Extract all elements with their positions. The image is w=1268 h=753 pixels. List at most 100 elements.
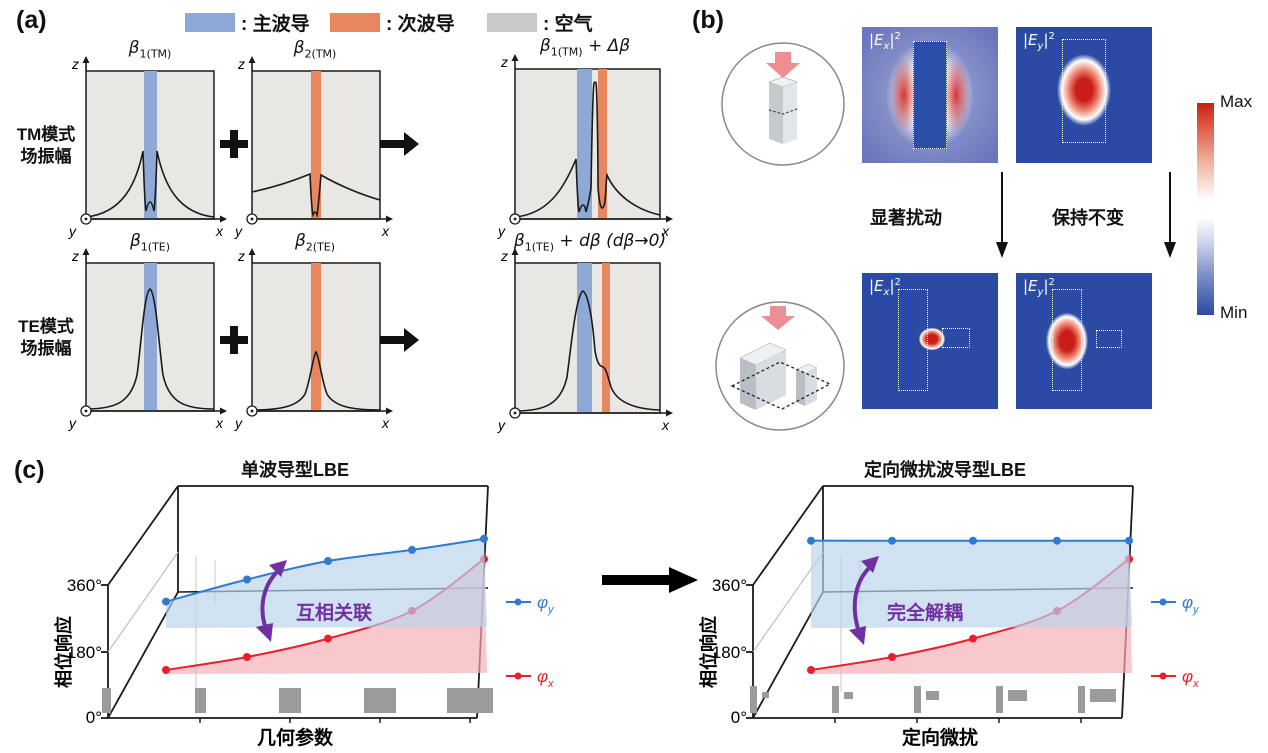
phi-y-series [162, 534, 488, 628]
data-point [807, 666, 815, 674]
field-label: |Ex|2 [869, 31, 901, 52]
legend-item-air: : 空气 [487, 9, 593, 36]
phi-x-label: φ [537, 667, 548, 686]
svg-text:z: z [71, 248, 79, 264]
phi-x-marker-icon [1159, 672, 1167, 680]
mode-plot-tm-secondary: z x y [234, 56, 393, 239]
legend-label: : 空气 [543, 14, 593, 35]
waveguide-3d-left [769, 82, 783, 144]
data-point [408, 545, 416, 554]
cut-plane-dashed-outline [730, 361, 832, 410]
ytick-180: 180° [67, 643, 102, 662]
y-axis-title: 相位响应 [53, 616, 74, 688]
secondary-waveguide-outline [942, 328, 970, 348]
z-axis-arrow-icon [248, 248, 256, 255]
secondary-waveguide-bar [311, 71, 321, 219]
svg-text:y: y [1192, 604, 1200, 616]
flow-label-perturbed: 显著扰动 [870, 208, 942, 228]
data-point [807, 536, 815, 545]
plot-title-beta2tm: β2(TM) [293, 38, 337, 61]
secondary-waveguide-bar [602, 263, 610, 413]
field-label: |Ex|2 [869, 277, 901, 298]
row-label-te-mode: TE模式 场振幅 [18, 317, 74, 359]
row-label-tm-mode: TM模式 场振幅 [16, 125, 76, 167]
svg-text:x: x [1192, 678, 1199, 690]
svg-text:z: z [500, 54, 508, 70]
z-axis-arrow-icon [82, 56, 90, 63]
plot-title-beta1tm: β1(TM) [128, 38, 172, 61]
y-axis-label: y [68, 223, 77, 239]
svg-text:y: y [234, 415, 243, 431]
svg-text:y: y [497, 223, 506, 239]
data-point [243, 653, 251, 661]
decoupling-annotation: 完全解耦 [849, 556, 963, 645]
annotation-text: 完全解耦 [887, 601, 963, 624]
x-axis-arrow-icon [386, 407, 393, 415]
x-axis-label: x [215, 223, 224, 239]
main-waveguide-bar [144, 71, 157, 219]
down-arrow-icon [996, 172, 1008, 258]
data-point [1125, 536, 1133, 545]
field-label: |Ey|2 [1023, 277, 1055, 298]
mode-plot-te-coupled: z x y [497, 248, 673, 433]
svg-text:z: z [500, 248, 508, 264]
svg-text:x: x [381, 415, 390, 431]
data-point [243, 575, 251, 584]
data-point [1053, 536, 1061, 545]
x-axis-arrow-icon [220, 407, 227, 415]
annotation-arrowhead-icon [849, 626, 866, 645]
secondary-waveguide-3d-right [805, 368, 817, 406]
phi-y-marker-icon [514, 598, 522, 606]
perturbation-size-glyphs [750, 686, 1116, 713]
field-amplitude-curve [514, 81, 661, 218]
field-amplitude-curve [85, 150, 215, 218]
svg-text:x: x [661, 223, 670, 239]
flow-label-unchanged: 保持不变 [1052, 208, 1124, 228]
ytick-0: 0° [731, 708, 747, 727]
phi-y-series [807, 536, 1133, 628]
mode-plot-te-main: z x y [68, 248, 227, 431]
legend-item-secondary-waveguide: : 次波导 [330, 9, 455, 36]
plot-title-beta1te-dbeta: β1(TE) + dβ (dβ→0) [513, 231, 667, 254]
panel-c-label: (c) [14, 456, 45, 484]
svg-text:x: x [215, 415, 224, 431]
phi-y-marker-icon [1159, 598, 1167, 606]
down-arrow-icon [1164, 172, 1176, 258]
main-waveguide-bar [577, 263, 592, 413]
data-point [324, 557, 332, 565]
legend-label: : 次波导 [386, 14, 455, 35]
cut-plane-dashed-line [768, 108, 798, 115]
x-axis-title: 几何参数 [257, 726, 334, 749]
x-axis-arrow-icon [666, 215, 673, 223]
secondary-waveguide-outline [1096, 330, 1122, 348]
x-axis-arrow-icon [386, 215, 393, 223]
ytick-0: 0° [86, 708, 102, 727]
coupling-annotation: 互相关联 [256, 560, 372, 642]
svg-text:z: z [237, 56, 245, 72]
phi-y-label: φ [1182, 593, 1193, 612]
main-waveguide-outline [898, 289, 928, 391]
phase-chart-single-waveguide: 互相关联 φ y φ x 0° 180° 360° 相位响应 几何参数 [53, 485, 555, 749]
phi-y-label: φ [537, 593, 548, 612]
field-map-ex-perturbed: |Ex|2 [862, 273, 998, 409]
mode-plot-te-secondary: z x y [234, 248, 393, 431]
panel-a-label: (a) [16, 6, 47, 34]
field-amplitude-curve [251, 350, 381, 411]
secondary-waveguide-swatch [330, 13, 380, 32]
svg-text:y: y [497, 417, 506, 433]
mode-plot-tm-main: z x y [68, 56, 227, 239]
field-map-ex-unperturbed: |Ex|2 [862, 27, 998, 163]
pressure-arrow-icon [761, 306, 795, 330]
plot-title-beta2te: β2(TE) [294, 231, 336, 254]
field-label: |Ey|2 [1023, 31, 1055, 52]
x-axis-arrow-icon [220, 215, 227, 223]
data-point [162, 597, 170, 606]
right-arrow-icon [380, 132, 419, 156]
panel-b-label: (b) [692, 6, 724, 34]
data-point [324, 634, 332, 643]
z-axis-arrow-icon [248, 56, 256, 63]
annotation-arrowhead-icon [256, 623, 273, 642]
x-axis-title: 定向微扰 [902, 726, 978, 749]
annotation-arrowhead-icon [269, 560, 287, 577]
plus-icon [220, 130, 248, 158]
